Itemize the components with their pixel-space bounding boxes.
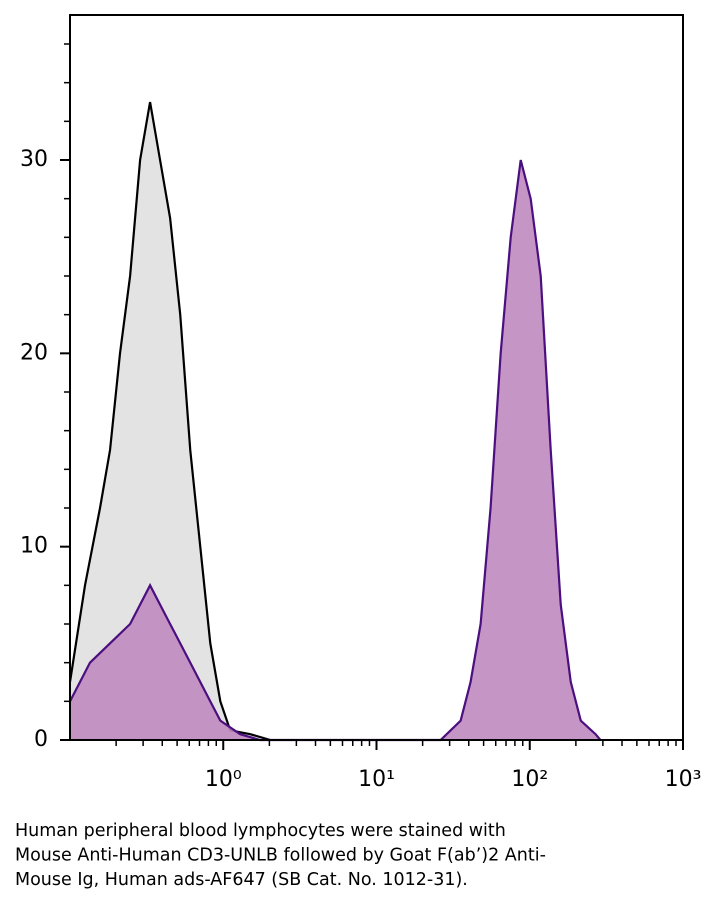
x-tick-label: 10³ bbox=[665, 767, 702, 792]
x-tick-label: 10² bbox=[511, 767, 548, 792]
y-tick-label: 20 bbox=[20, 340, 48, 365]
y-tick-label: 30 bbox=[20, 147, 48, 172]
y-tick-label: 0 bbox=[34, 727, 48, 752]
x-tick-label: 10⁰ bbox=[205, 767, 242, 792]
x-tick-label: 10¹ bbox=[358, 767, 395, 792]
y-tick-label: 10 bbox=[20, 534, 48, 559]
histogram-line bbox=[68, 101, 271, 742]
caption-line: Mouse Ig, Human ads-AF647 (SB Cat. No. 1… bbox=[15, 870, 468, 890]
caption-line: Human peripheral blood lymphocytes were … bbox=[15, 821, 506, 841]
area-fill bbox=[70, 160, 601, 740]
area-fill bbox=[70, 102, 271, 740]
caption-line: Mouse Anti-Human CD3-UNLB followed by Go… bbox=[15, 846, 546, 866]
